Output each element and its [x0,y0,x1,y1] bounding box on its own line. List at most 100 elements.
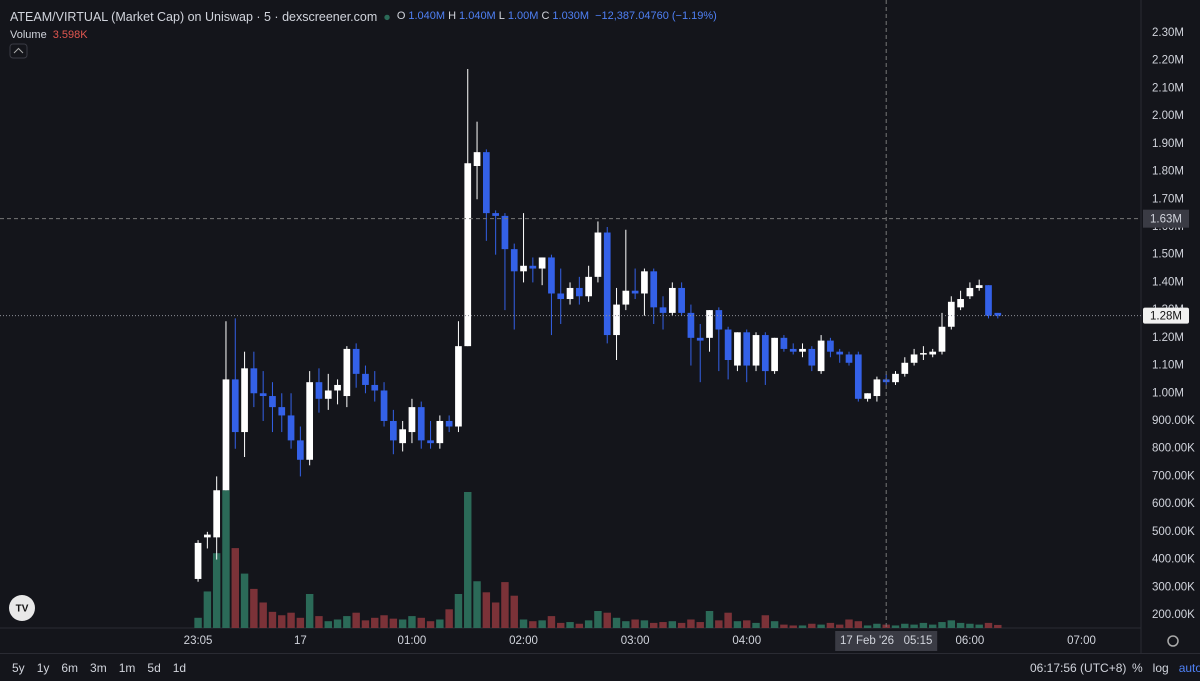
candle-body [557,293,565,300]
volume-bar [473,581,481,628]
candle-body [194,542,202,579]
candle-body [390,420,397,441]
candle-body [473,152,481,167]
candle-body [650,271,658,308]
range-button[interactable]: 1d [172,661,187,675]
volume-bar [491,602,500,628]
ohlc-legend: O 1.040M H 1.040M L 1.00M C 1.030M [397,10,589,24]
candle-body [957,299,964,308]
scale-option[interactable]: log [1152,661,1169,675]
volume-bar [966,623,974,628]
volume-bar [808,623,816,628]
candle-body [520,265,527,272]
range-button[interactable]: 5d [147,661,161,675]
volume-bar [761,615,770,628]
x-tick-label: 02:00 [509,635,538,647]
crosshair-y-box [1143,209,1189,228]
candle-body [966,287,974,297]
candle-body [362,373,369,385]
volume-bar [231,548,239,628]
volume-bar [547,616,556,628]
y-tick-label: 2.30M [1152,27,1184,39]
candle-body [929,351,937,355]
volume-bar [529,621,537,628]
range-button[interactable]: 6m [61,661,79,675]
y-tick-label: 1.20M [1152,332,1184,344]
volume-bar [482,592,491,628]
volume-bar [333,619,342,628]
candle-body [427,440,434,444]
candle-body [761,335,769,372]
volume-bar [380,615,388,628]
candle-body [603,232,611,336]
crosshair-x-label: 17 Feb '26 05:15 [840,635,932,647]
candle-body [734,332,741,366]
volume-bar [603,612,611,628]
last-price-label: 1.28M [1150,311,1182,323]
candle-body [827,340,834,352]
candle-body [455,346,462,427]
y-tick-label: 500.00K [1152,526,1195,538]
volume-bar [752,622,760,628]
volume-bar [287,612,295,628]
candle-body [901,362,909,374]
candle-body [622,290,630,305]
ohlc-key: C [541,10,550,22]
volume-bar [640,620,649,628]
candle-body [566,287,574,300]
volume-bar [687,619,695,628]
candle-body [659,307,667,313]
x-tick-label: 01:00 [398,635,427,647]
candle-body [417,407,425,441]
candle-body [371,384,379,391]
collapse-button[interactable] [9,43,28,59]
candle-body [910,354,918,363]
volume-value: 3.598K [52,29,88,41]
y-tick-label: 1.40M [1152,276,1184,288]
candle-body [845,354,853,363]
volume-bar [436,619,444,628]
range-button[interactable]: 1y [36,661,50,675]
range-button[interactable]: 3m [90,661,107,675]
ohlc-value: 1.040M [459,10,496,22]
volume-bar [873,623,881,628]
candle-body [231,379,239,433]
candle-body [408,407,416,433]
range-button[interactable]: 5y [12,661,25,675]
volume-bar [994,624,1002,628]
scale-option[interactable]: % [1132,661,1143,675]
candle-body [278,407,286,416]
volume-bar [296,617,305,628]
candle-body [985,285,992,316]
title: ATEAM/VIRTUAL (Market Cap) on Uniswap · … [10,10,378,24]
candle-body [306,382,314,460]
volume-bar [398,619,407,628]
candle-body [873,379,881,397]
logo[interactable] [9,595,35,621]
volume-bar [445,609,453,628]
last-price-box [1143,307,1189,324]
candle-body [343,348,351,397]
ohlc-value: 1.030M [552,10,590,22]
volume-bar [770,621,779,628]
candle-body [287,415,295,441]
candle-body [399,429,406,444]
volume-bar [650,622,658,628]
y-tick-label: 900.00K [1152,415,1195,427]
settings-button[interactable] [1167,635,1179,647]
x-tick-label: 23:05 [184,635,213,647]
volume-bar [594,611,602,628]
volume-bar [240,573,249,628]
status-dot: ● [383,10,391,24]
candle-body [259,393,267,397]
x-tick-label: 07:00 [1067,635,1096,647]
range-button[interactable]: 1m [118,661,136,675]
volume-bar [845,619,853,628]
candle-body [752,335,760,366]
candle-body [641,271,648,294]
volume-bar [724,612,732,628]
volume-bar [668,621,677,628]
candle-body [464,163,472,347]
scale-option[interactable]: auto [1178,661,1200,675]
y-tick-label: 800.00K [1152,443,1195,455]
